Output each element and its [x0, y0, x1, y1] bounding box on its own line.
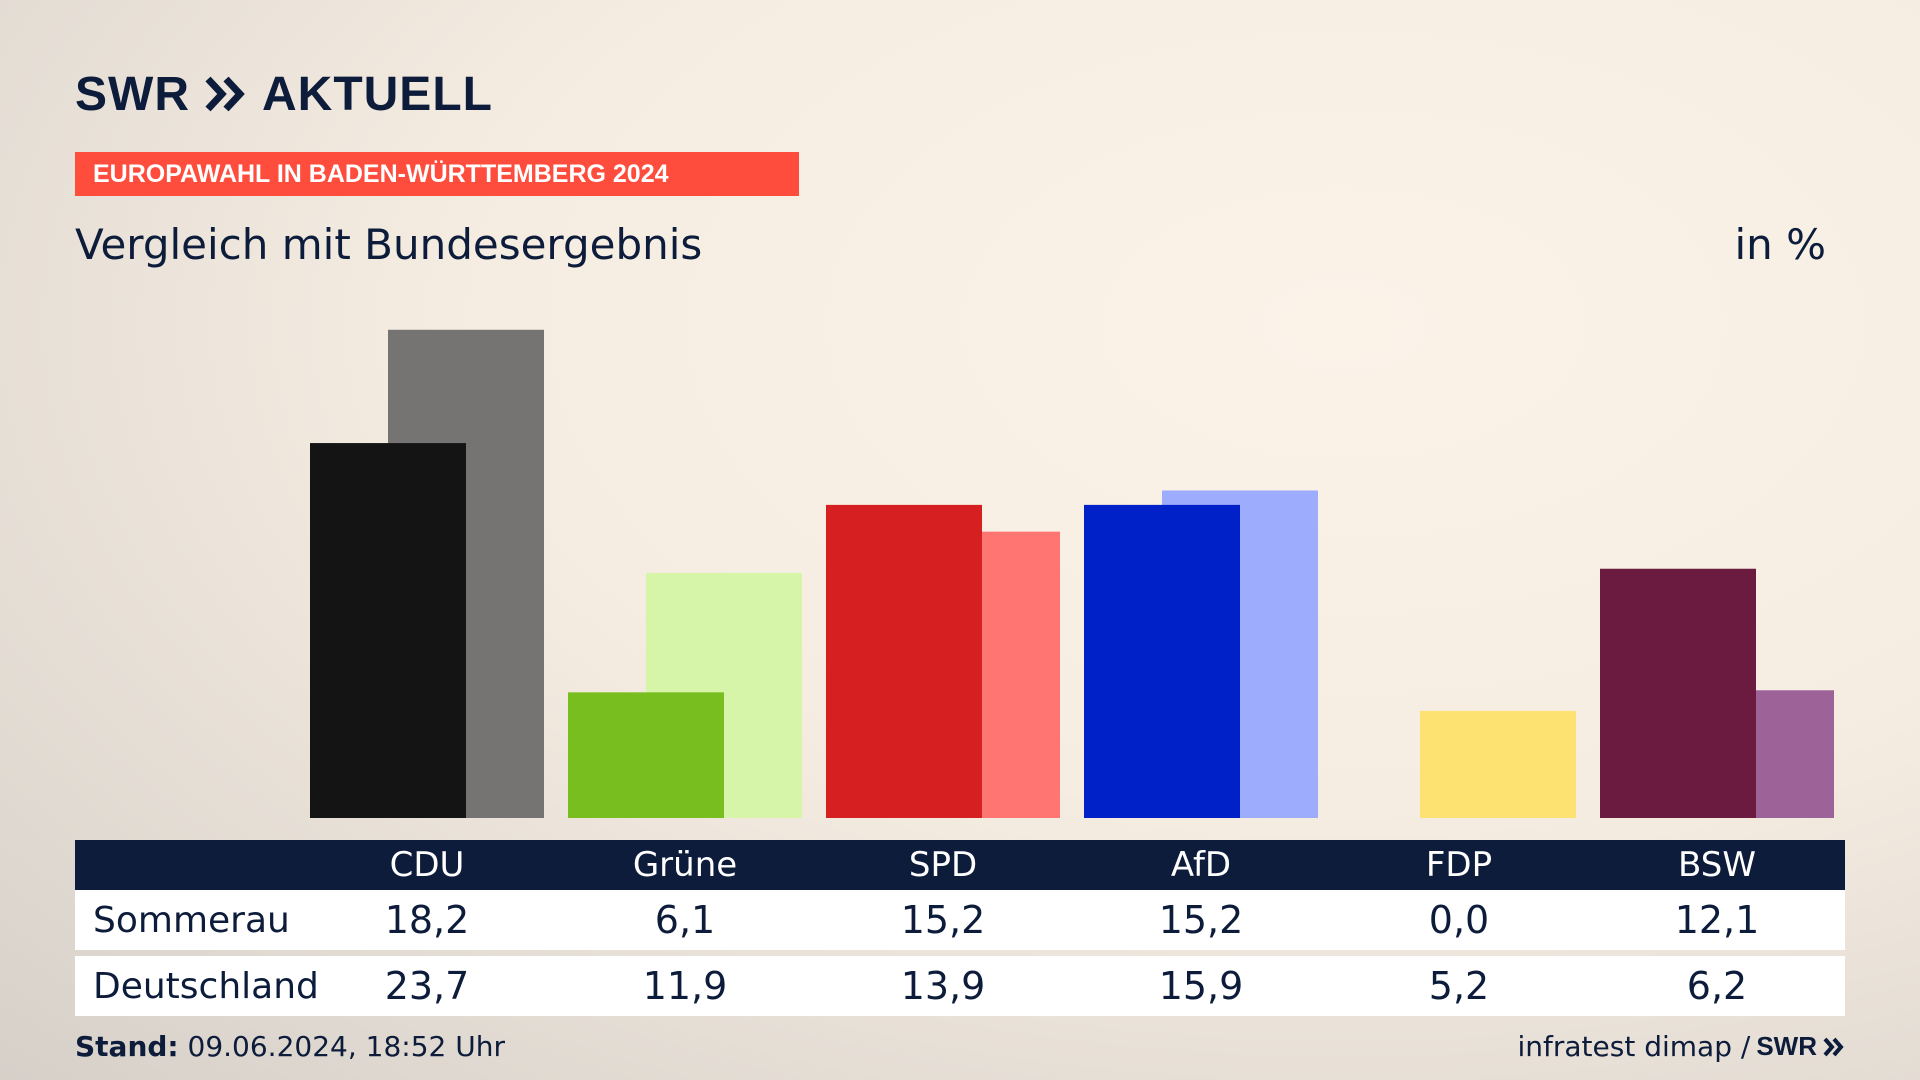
bar-sommerau-cdu [310, 443, 466, 818]
bar-sommerau-afd [1084, 504, 1240, 818]
stand-value: 09.06.2024, 18:52 Uhr [178, 1030, 505, 1063]
value-deutschland-afd: 15,9 [1158, 964, 1244, 1008]
swr-aktuell-logo: SWR AKTUELL [75, 64, 493, 124]
value-deutschland-cdu: 23,7 [384, 964, 470, 1008]
header-bsw: BSW [1678, 845, 1756, 885]
table-header: CDU Grüne SPD AfD FDP BSW [75, 840, 1845, 890]
header-fdp: FDP [1425, 845, 1493, 885]
stand-label: Stand: [75, 1030, 179, 1063]
source-credit: infratest dimap / SWR [1518, 1030, 1846, 1063]
bar-deutschland-fdp [1420, 710, 1576, 818]
timestamp: Stand: 09.06.2024, 18:52 Uhr [75, 1030, 505, 1063]
row-label-sommerau: Sommerau [93, 899, 290, 941]
value-sommerau-spd: 15,2 [900, 898, 986, 942]
logo-aktuell-text: AKTUELL [261, 67, 493, 121]
bar-sommerau-bsw [1600, 568, 1756, 818]
mini-swr-logo: SWR [1756, 1031, 1817, 1061]
value-sommerau-grüne: 6,1 [654, 898, 716, 942]
header-grüne: Grüne [632, 845, 738, 885]
election-banner: EUROPAWAHL IN BADEN-WÜRTTEMBERG 2024 [75, 152, 799, 196]
source-text: infratest dimap / [1517, 1030, 1751, 1063]
bar-chart [310, 329, 1834, 818]
bar-sommerau-grüne [568, 692, 724, 818]
header-spd: SPD [908, 845, 978, 885]
table-row: Sommerau 18,2 6,1 15,2 15,2 0,0 12,1 [75, 890, 1845, 950]
value-deutschland-bsw: 6,2 [1686, 964, 1748, 1008]
header-cdu: CDU [389, 845, 465, 885]
row-label-deutschland: Deutschland [93, 965, 319, 1007]
table-row: Deutschland 23,7 11,9 13,9 15,9 5,2 6,2 [75, 956, 1845, 1016]
mini-chevron-icon [1823, 1037, 1844, 1056]
results-table: CDU Grüne SPD AfD FDP BSW Sommerau 18,2 6,1 15,… [75, 840, 1845, 1016]
value-deutschland-fdp: 5,2 [1428, 964, 1490, 1008]
bar-sommerau-spd [826, 504, 982, 818]
header-afd: AfD [1170, 845, 1232, 885]
value-deutschland-grüne: 11,9 [642, 964, 728, 1008]
value-deutschland-spd: 13,9 [900, 964, 986, 1008]
value-sommerau-bsw: 12,1 [1674, 898, 1760, 942]
value-sommerau-afd: 15,2 [1158, 898, 1244, 942]
double-chevron-icon [205, 76, 245, 112]
value-sommerau-cdu: 18,2 [384, 898, 470, 942]
chart-subtitle: Vergleich mit Bundesergebnis [75, 220, 703, 269]
logo-swr-text: SWR [75, 67, 190, 121]
value-sommerau-fdp: 0,0 [1428, 898, 1490, 942]
unit-label: in % [1734, 220, 1826, 269]
